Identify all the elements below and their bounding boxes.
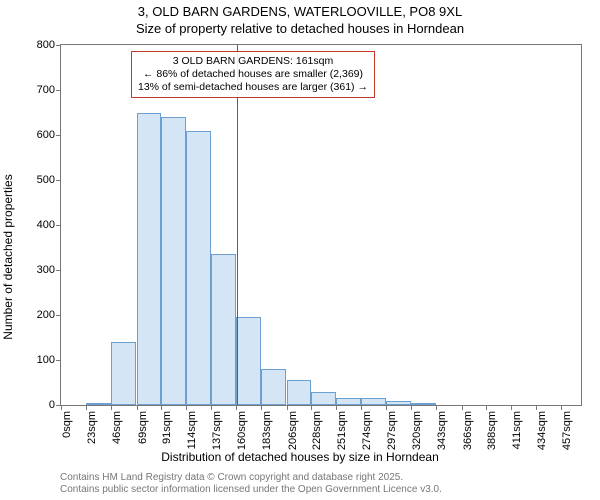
x-tick-label: 297sqm [386,411,398,450]
histogram-bar [361,398,386,405]
y-tick-label: 800 [37,39,55,51]
x-tick-label: 206sqm [287,411,299,450]
x-tick-label: 0sqm [61,411,73,438]
histogram-bar [86,403,111,405]
histogram-bar [137,113,162,406]
y-tick-label: 100 [37,354,55,366]
y-tick-label: 300 [37,264,55,276]
y-tick-mark [56,135,61,136]
x-tick-mark [261,405,262,410]
histogram-bar [211,254,236,405]
histogram-bar [186,131,211,406]
x-tick-label: 69sqm [137,411,149,444]
y-tick-mark [56,45,61,46]
x-tick-label: 46sqm [111,411,123,444]
x-tick-mark [411,405,412,410]
y-tick-label: 200 [37,309,55,321]
y-tick-label: 700 [37,84,55,96]
x-tick-label: 434sqm [536,411,548,450]
annotation-line: ← 86% of detached houses are smaller (2,… [138,68,368,81]
histogram-bar [236,317,261,405]
histogram-bar [261,369,286,405]
histogram-bar [311,392,336,406]
x-tick-label: 23sqm [86,411,98,444]
x-tick-mark [137,405,138,410]
x-tick-label: 411sqm [511,411,523,449]
x-tick-mark [486,405,487,410]
x-tick-mark [361,405,362,410]
x-tick-mark [462,405,463,410]
y-tick-mark [56,360,61,361]
x-tick-mark [111,405,112,410]
annotation-line: 3 OLD BARN GARDENS: 161sqm [138,55,368,68]
x-tick-mark [311,405,312,410]
x-tick-mark [436,405,437,410]
x-tick-mark [287,405,288,410]
y-tick-mark [56,90,61,91]
y-tick-label: 0 [49,399,55,411]
chart-title: 3, OLD BARN GARDENS, WATERLOOVILLE, PO8 … [0,4,600,38]
x-tick-label: 366sqm [462,411,474,450]
x-tick-label: 388sqm [486,411,498,450]
x-tick-label: 274sqm [361,411,373,450]
x-tick-label: 251sqm [336,411,348,450]
x-tick-mark [186,405,187,410]
y-tick-label: 500 [37,174,55,186]
y-tick-mark [56,315,61,316]
x-tick-label: 183sqm [261,411,273,450]
x-tick-label: 114sqm [186,411,198,449]
histogram-bar [411,403,436,405]
footnote: Contains HM Land Registry data © Crown c… [60,472,442,496]
x-tick-mark [536,405,537,410]
x-tick-label: 228sqm [311,411,323,450]
x-tick-label: 343sqm [436,411,448,450]
annotation-line: 13% of semi-detached houses are larger (… [138,81,368,94]
x-tick-mark [386,405,387,410]
y-tick-label: 600 [37,129,55,141]
x-tick-label: 91sqm [161,411,173,444]
x-tick-label: 137sqm [211,411,223,450]
x-tick-mark [236,405,237,410]
histogram-bar [161,117,186,405]
histogram-bar [111,342,136,405]
x-tick-mark [336,405,337,410]
x-axis-label: Distribution of detached houses by size … [0,450,600,464]
x-tick-mark [561,405,562,410]
x-tick-label: 160sqm [236,411,248,450]
x-tick-mark [511,405,512,410]
histogram-bar [287,380,312,405]
x-tick-mark [86,405,87,410]
histogram-bar [336,398,361,405]
reference-line [237,45,238,405]
x-tick-label: 320sqm [411,411,423,450]
x-tick-mark [211,405,212,410]
y-tick-label: 400 [37,219,55,231]
histogram-bar [386,401,411,405]
x-tick-mark [61,405,62,410]
y-tick-mark [56,270,61,271]
y-tick-mark [56,180,61,181]
annotation-box: 3 OLD BARN GARDENS: 161sqm← 86% of detac… [131,51,375,98]
x-tick-mark [161,405,162,410]
plot-area: 01002003004005006007008000sqm23sqm46sqm6… [60,44,582,406]
x-tick-label: 457sqm [561,411,573,450]
y-tick-mark [56,225,61,226]
y-axis-label: Number of detached properties [1,174,15,339]
